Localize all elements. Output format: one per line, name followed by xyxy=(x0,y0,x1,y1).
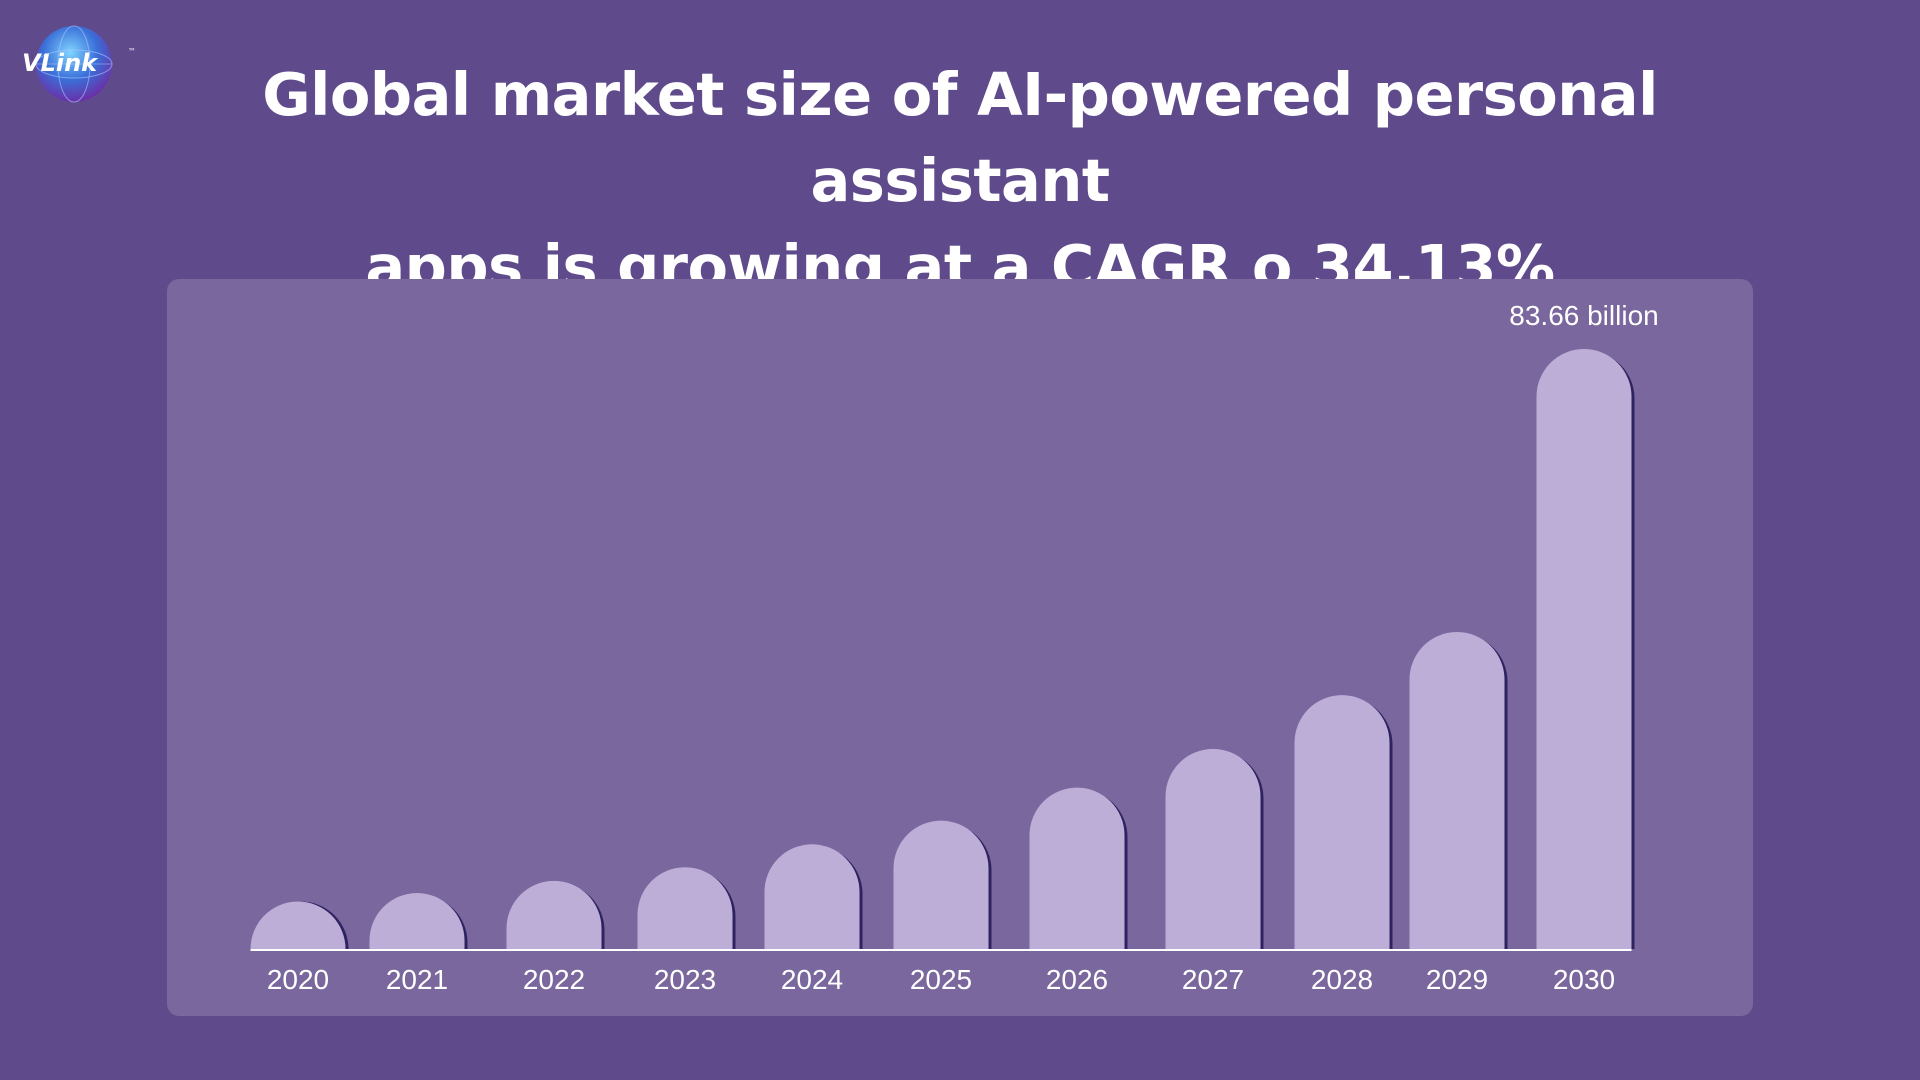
x-tick-label-2020: 2020 xyxy=(267,964,329,995)
x-tick-label-2026: 2026 xyxy=(1046,964,1108,995)
data-label-2030: 83.66 billion xyxy=(1509,300,1658,331)
bar-2022 xyxy=(506,880,602,949)
bar-chart: 2020 2021 2022 2023 2024 2025 2026 2027 2028 2029… xyxy=(250,300,1659,995)
x-tick-label-2028: 2028 xyxy=(1311,964,1373,995)
x-tick-label-2025: 2025 xyxy=(910,964,972,995)
tick-labels-group: 2020 2021 2022 2023 2024 2025 2026 2027 2028 2029… xyxy=(267,964,1615,995)
x-tick-label-2029: 2029 xyxy=(1426,964,1488,995)
bar-2030 xyxy=(1536,349,1632,949)
bar-2029 xyxy=(1409,632,1505,949)
bar-2023 xyxy=(637,867,733,949)
chart-panel: 2020 2021 2022 2023 2024 2025 2026 2027 2028 2029… xyxy=(167,279,1753,1016)
x-tick-label-2027: 2027 xyxy=(1182,964,1244,995)
x-tick-label-2023: 2023 xyxy=(654,964,716,995)
data-labels-group: 83.66 billion xyxy=(1509,300,1658,331)
bars-group xyxy=(250,349,1635,949)
globe-logo-icon: VLink ™ xyxy=(22,25,136,103)
vlink-logo: VLink ™ xyxy=(16,18,136,108)
bar-2026 xyxy=(1029,787,1125,949)
bar-2024 xyxy=(764,844,860,949)
x-tick-label-2022: 2022 xyxy=(523,964,585,995)
bar-2025 xyxy=(893,820,989,949)
logo-trademark: ™ xyxy=(128,47,136,56)
page-title: Global market size of AI-powered persona… xyxy=(150,52,1770,310)
page-title-line-1: Global market size of AI-powered persona… xyxy=(262,60,1658,215)
bar-2020 xyxy=(250,901,346,949)
x-tick-label-2024: 2024 xyxy=(781,964,843,995)
bar-2027 xyxy=(1165,748,1261,949)
logo-wordmark: VLink xyxy=(22,49,99,77)
x-tick-label-2021: 2021 xyxy=(386,964,448,995)
bar-2028 xyxy=(1294,695,1390,949)
x-tick-label-2030: 2030 xyxy=(1553,964,1615,995)
bar-2021 xyxy=(369,893,465,949)
